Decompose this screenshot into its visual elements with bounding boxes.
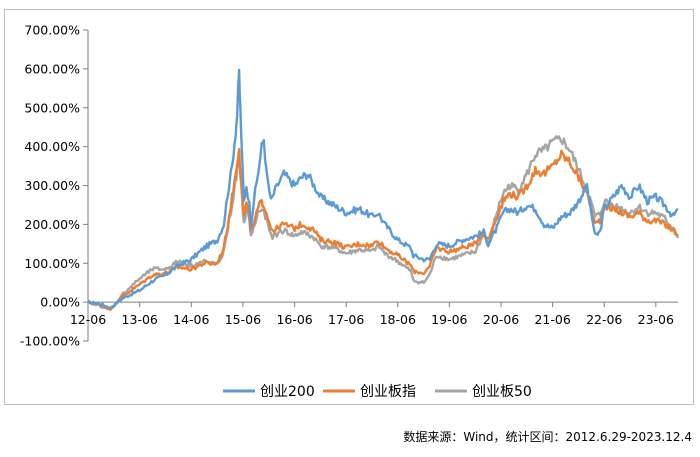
y-tick-label: -100.00% bbox=[20, 334, 80, 349]
x-tick-label: 23-06 bbox=[638, 312, 674, 327]
x-axis: 12-06 13-06 14-06 15-06 16-06 17-06 18-06 19-06… bbox=[70, 301, 678, 327]
x-tick-label: 19-06 bbox=[431, 312, 467, 327]
chart-frame: -100.00% 0.00% 100.00% 200.00% 300.00% 400.00… bbox=[4, 9, 694, 405]
series-line-3 bbox=[87, 135, 680, 311]
legend-label: 创业板指 bbox=[360, 384, 416, 400]
x-tick-label: 14-06 bbox=[173, 312, 209, 327]
y-tick-label: 200.00% bbox=[24, 217, 80, 232]
x-tick-label: 13-06 bbox=[122, 312, 158, 327]
y-tick-label: 0.00% bbox=[40, 295, 80, 310]
x-tick-label: 20-06 bbox=[483, 312, 519, 327]
x-tick-label: 21-06 bbox=[534, 312, 570, 327]
series-line-2 bbox=[87, 148, 679, 312]
legend-label: 创业200 bbox=[260, 384, 315, 400]
series-line-1 bbox=[87, 68, 679, 310]
y-tick-label: 100.00% bbox=[24, 256, 80, 271]
x-tick-label: 12-06 bbox=[70, 312, 106, 327]
series-lines bbox=[87, 68, 680, 312]
y-tick-label: 400.00% bbox=[24, 139, 80, 154]
x-tick-label: 18-06 bbox=[380, 312, 416, 327]
x-tick-label: 15-06 bbox=[225, 312, 261, 327]
x-tick-label: 16-06 bbox=[276, 312, 312, 327]
y-tick-label: 500.00% bbox=[24, 100, 80, 115]
legend: 创业200 创业板指 创业板50 bbox=[223, 384, 532, 400]
y-tick-label: 600.00% bbox=[24, 61, 80, 76]
y-axis: -100.00% 0.00% 100.00% 200.00% 300.00% 400.00… bbox=[20, 23, 89, 349]
y-tick-label: 700.00% bbox=[24, 23, 80, 38]
y-tick-label: 300.00% bbox=[24, 178, 80, 193]
x-tick-label: 22-06 bbox=[586, 312, 622, 327]
x-tick-label: 17-06 bbox=[328, 312, 364, 327]
line-chart: -100.00% 0.00% 100.00% 200.00% 300.00% 400.00… bbox=[20, 23, 680, 400]
source-note: 数据来源：Wind，统计区间：2012.6.29-2023.12.4 bbox=[403, 430, 692, 444]
legend-label: 创业板50 bbox=[472, 384, 532, 400]
